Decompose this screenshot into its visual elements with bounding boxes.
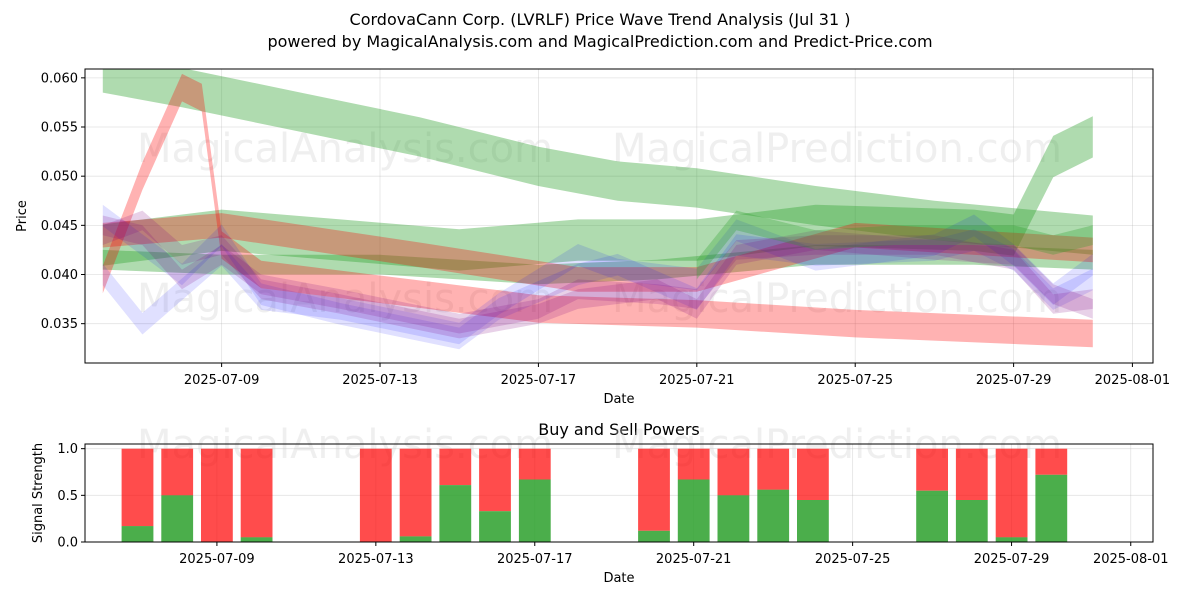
price-y-tick-label: 0.055 [41, 121, 78, 136]
buy-power-bar [240, 537, 273, 542]
buy-power-bar [399, 536, 432, 542]
buy-power-bar [677, 479, 710, 542]
sell-power-bar [797, 448, 829, 500]
price-watermarks: MagicalAnalysis.com MagicalPrediction.co… [137, 126, 1062, 322]
buy-power-bar [757, 489, 790, 542]
watermark-left-2: MagicalAnalysis.com [137, 276, 553, 322]
sell-power-bar [757, 448, 790, 490]
sell-power-bar [121, 448, 154, 527]
price-wave-band [102, 204, 1093, 350]
price-y-axis-label: Price [15, 200, 30, 232]
signal-x-axis-label: Date [603, 571, 634, 586]
price-wave-band [102, 73, 1093, 348]
price-wave-band [102, 215, 1093, 334]
sell-power-bar [995, 448, 1028, 538]
sell-power-bar [1035, 448, 1068, 475]
buy-power-bar [717, 495, 750, 542]
price-x-tick-label: 2025-08-01 [1095, 373, 1171, 388]
buy-power-bar [439, 485, 472, 542]
sell-power-bar [359, 448, 392, 542]
sell-power-bar [479, 448, 511, 512]
watermark-right-2: MagicalPrediction.com [612, 276, 1062, 322]
buy-power-bar [797, 500, 829, 542]
price-wave-band [102, 210, 1093, 339]
price-wave-band [102, 116, 1093, 271]
sell-power-bar [518, 448, 551, 480]
sell-power-bar [916, 448, 948, 491]
watermark-right: MagicalPrediction.com [612, 126, 1062, 172]
signal-plot-frame [84, 443, 1154, 543]
signal-x-tick-label: 2025-07-09 [179, 552, 255, 567]
signal-y-tick-label: 1.0 [57, 442, 78, 457]
price-x-tick-label: 2025-07-21 [659, 373, 735, 388]
buy-power-bar [916, 490, 948, 542]
signal-y-tick-label: 0.0 [57, 536, 78, 551]
buy-power-bar [638, 530, 670, 542]
signal-x-tick-label: 2025-07-21 [656, 552, 732, 567]
signal-x-ticks: 2025-07-09 2025-07-13 2025-07-17 2025-07-21… [179, 542, 1169, 567]
signal-chart: Buy and Sell Powers MagicalAnalysis.com … [31, 420, 1169, 586]
price-chart: MagicalAnalysis.com MagicalPrediction.co… [15, 68, 1170, 407]
signal-bars [121, 448, 1068, 542]
price-wave-band [102, 69, 1093, 255]
figure-title: CordovaCann Corp. (LVRLF) Price Wave Tre… [350, 10, 851, 29]
sell-power-bar [240, 448, 273, 538]
price-x-axis-label: Date [603, 392, 634, 407]
price-x-ticks: 2025-07-09 2025-07-13 2025-07-17 2025-07-21… [184, 363, 1170, 388]
price-wave-band [102, 214, 1093, 345]
price-wave-bands [102, 69, 1093, 350]
price-wave-band [102, 245, 1093, 285]
buy-power-bar [995, 537, 1028, 542]
signal-x-tick-label: 2025-07-13 [338, 552, 414, 567]
price-grid [85, 69, 1153, 363]
signal-x-tick-label: 2025-07-29 [974, 552, 1050, 567]
sell-power-bar [638, 448, 670, 531]
signal-chart-title: Buy and Sell Powers [538, 420, 700, 439]
signal-y-tick-label: 0.5 [57, 489, 78, 504]
price-y-tick-label: 0.045 [41, 219, 78, 234]
signal-x-tick-label: 2025-08-01 [1093, 552, 1169, 567]
price-y-tick-label: 0.040 [41, 268, 78, 283]
price-plot-frame [84, 68, 1154, 364]
sell-power-bar [201, 448, 233, 542]
price-y-tick-label: 0.035 [41, 317, 78, 332]
watermark-left: MagicalAnalysis.com [137, 126, 553, 172]
price-wave-band [696, 210, 1093, 280]
price-y-tick-label: 0.060 [41, 71, 78, 86]
price-x-tick-label: 2025-07-09 [184, 373, 260, 388]
buy-power-bar [518, 479, 551, 542]
buy-power-bar [1035, 474, 1068, 542]
sell-power-bar [717, 448, 750, 496]
sell-power-bar [399, 448, 432, 537]
price-y-tick-label: 0.050 [41, 170, 78, 185]
buy-power-bar [121, 526, 154, 542]
sell-power-bar [161, 448, 194, 496]
signal-y-axis-label: Signal Strength [31, 443, 46, 543]
figure-subtitle: powered by MagicalAnalysis.com and Magic… [267, 32, 932, 51]
signal-y-ticks: 0.0 0.5 1.0 [57, 442, 85, 551]
price-x-tick-label: 2025-07-13 [342, 373, 418, 388]
price-y-ticks: 0.035 0.040 0.045 0.050 0.055 0.060 [41, 71, 85, 332]
sell-power-bar [439, 448, 472, 486]
signal-x-tick-label: 2025-07-17 [497, 552, 573, 567]
signal-x-tick-label: 2025-07-25 [815, 552, 891, 567]
buy-power-bar [479, 511, 511, 542]
price-x-tick-label: 2025-07-29 [976, 373, 1052, 388]
buy-power-bar [161, 495, 194, 542]
price-x-tick-label: 2025-07-17 [501, 373, 577, 388]
price-wave-band [102, 213, 1093, 292]
price-x-tick-label: 2025-07-25 [817, 373, 893, 388]
buy-power-bar [955, 500, 988, 542]
sell-power-bar [955, 448, 988, 500]
sell-power-bar [677, 448, 710, 480]
